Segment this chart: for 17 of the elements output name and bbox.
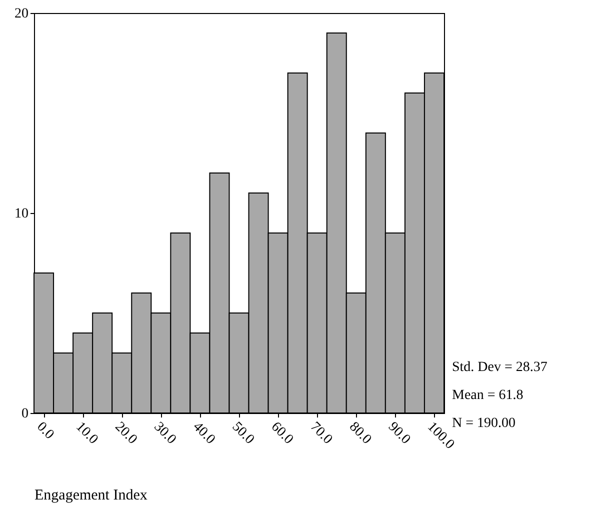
y-tick-label: 20 [14,6,28,22]
text: N = 190.00 [452,415,517,431]
x-tick-label: 10.0 [72,420,101,448]
x-tick-label: 60.0 [268,420,296,448]
x-tick-label: 0.0 [34,420,57,442]
x-tick-label: 70.0 [306,420,335,448]
x-tick-label: 30.0 [150,420,179,448]
x-axis-title: Engagement Index [34,488,148,504]
x-tick-label: 40.0 [190,420,218,448]
x-tick-label: 90.0 [385,420,414,448]
y-tick-label: 10 [14,206,28,222]
y-tick-label: 0 [22,406,28,422]
x-tick-label: 80.0 [346,420,374,448]
x-tick-label: 20.0 [112,420,140,448]
text: Mean = 61.8 [452,387,524,405]
text: Std. Dev = 28.37 [452,359,548,377]
x-tick-label: 50.0 [228,420,257,448]
